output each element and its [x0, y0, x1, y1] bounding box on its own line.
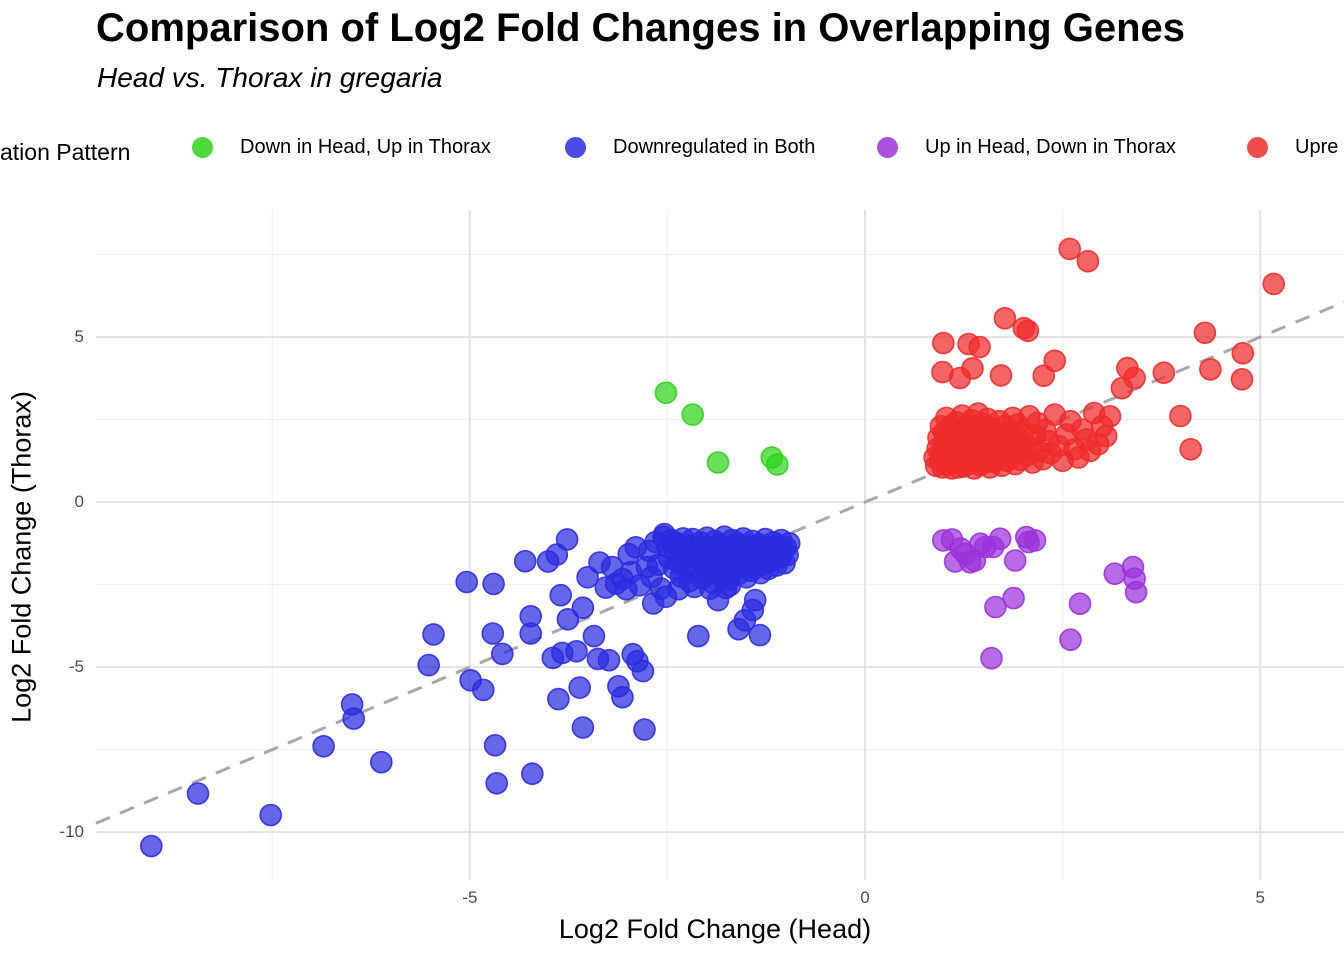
purple-dot-icon [877, 137, 898, 158]
data-point [1016, 319, 1040, 343]
legend-label: Downregulated in Both [613, 136, 816, 158]
data-point [571, 716, 595, 739]
data-point [520, 762, 544, 786]
data-point [417, 653, 441, 677]
data-point [259, 803, 283, 827]
data-point [1169, 404, 1192, 428]
data-point [633, 718, 656, 741]
data-point [455, 570, 479, 594]
data-point [481, 622, 505, 645]
data-point [482, 572, 505, 596]
data-point [186, 782, 210, 805]
data-point [369, 750, 393, 774]
y-tick-label: 0 [74, 492, 84, 512]
y-tick-label: 5 [74, 327, 84, 347]
legend-title: ation Pattern [0, 139, 131, 165]
data-point [342, 707, 366, 730]
x-tick-label: -5 [462, 888, 478, 907]
data-point [513, 549, 537, 573]
data-point [993, 306, 1017, 330]
legend-item-downregulated-both[interactable]: Downregulated in Both [565, 136, 815, 159]
data-point [549, 583, 573, 607]
data-point [654, 381, 678, 405]
data-point [706, 451, 730, 474]
data-point [931, 331, 955, 355]
data-point [1023, 529, 1047, 552]
legend-item-down-head-up-thorax[interactable]: Down in Head, Up in Thorax [192, 136, 491, 159]
data-point [984, 595, 1007, 619]
data-point [1002, 586, 1025, 610]
data-point [631, 659, 655, 683]
data-point [1193, 321, 1217, 345]
data-point [686, 624, 710, 648]
data-point [635, 555, 659, 579]
data-point [485, 771, 509, 795]
data-point [980, 646, 1003, 670]
data-point [1032, 364, 1055, 388]
data-point [1262, 272, 1285, 296]
x-axis-title: Log2 Fold Change (Head) [558, 914, 872, 944]
data-point [1094, 424, 1118, 448]
data-point [681, 403, 705, 426]
data-point [140, 834, 163, 858]
data-point [483, 733, 507, 757]
data-point [556, 607, 580, 631]
data-point [1124, 580, 1148, 604]
data-point [611, 685, 634, 709]
data-point [733, 608, 757, 632]
data-point [547, 687, 570, 711]
data-point [1152, 361, 1176, 385]
data-point [614, 577, 638, 601]
data-point [968, 335, 991, 359]
data-point [988, 527, 1012, 551]
data-point [989, 364, 1013, 387]
data-point [312, 734, 335, 758]
data-point [1231, 341, 1255, 365]
data-point [471, 678, 495, 702]
x-tick-label: 0 [860, 888, 870, 907]
data-point [777, 531, 801, 555]
data-point [765, 453, 789, 476]
blue-dot-icon [565, 137, 586, 158]
legend: ation Pattern Down in Head, Up in Thorax… [0, 130, 1344, 174]
data-point [1059, 628, 1082, 652]
x-tick-label: 5 [1255, 888, 1265, 907]
legend-item-up-head-down-thorax[interactable]: Up in Head, Down in Thorax [877, 136, 1176, 159]
legend-label: Up in Head, Down in Thorax [925, 136, 1176, 158]
data-point [1003, 549, 1027, 572]
data-point [1199, 358, 1222, 381]
data-point [1098, 404, 1122, 428]
data-point [490, 642, 514, 666]
data-point [748, 623, 772, 647]
data-point [963, 549, 987, 572]
data-point [568, 676, 592, 699]
data-point [555, 528, 579, 551]
data-point [597, 648, 621, 672]
data-point [565, 639, 588, 663]
data-point [576, 565, 599, 589]
data-point [1230, 367, 1254, 391]
data-point [1179, 437, 1202, 461]
data-point [519, 622, 543, 645]
legend-item-upregulated-both[interactable]: Upre [1247, 136, 1338, 159]
data-point [948, 366, 972, 390]
chart-subtitle: Head vs. Thorax in gregaria [97, 62, 443, 93]
y-tick-label: -5 [68, 657, 84, 677]
data-point [582, 624, 606, 648]
red-dot-icon [1247, 137, 1268, 158]
green-dot-icon [192, 137, 213, 158]
data-point [1110, 376, 1134, 400]
legend-label: Down in Head, Up in Thorax [240, 136, 491, 158]
data-point [1076, 249, 1100, 273]
legend-label: Upre [1295, 136, 1339, 158]
data-point [1068, 592, 1092, 616]
data-point [422, 623, 445, 646]
data-point [1058, 237, 1081, 261]
y-tick-label: -10 [59, 822, 84, 842]
data-point [743, 588, 767, 612]
chart-title: Comparison of Log2 Fold Changes in Overl… [96, 6, 1186, 50]
data-point [571, 596, 595, 620]
